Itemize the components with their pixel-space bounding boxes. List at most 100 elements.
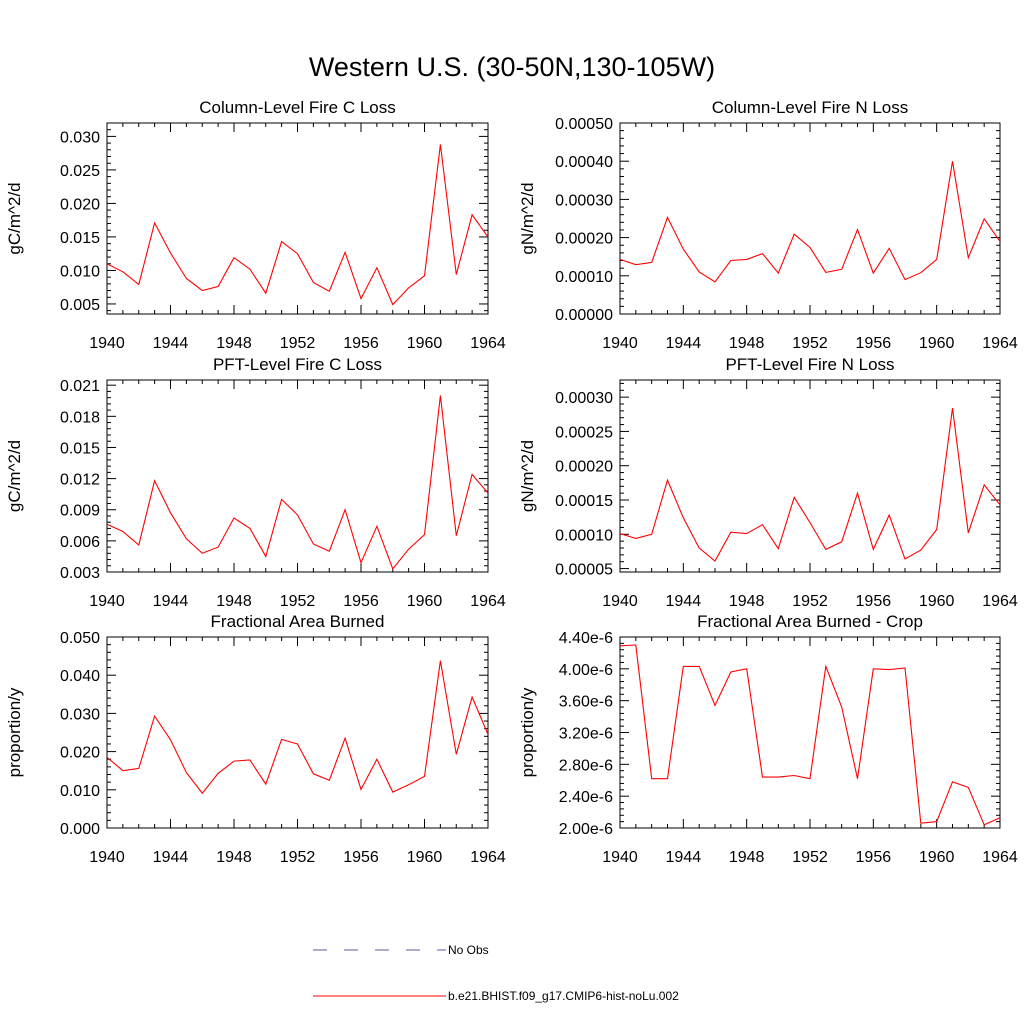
- panel-5-ytick-label: 0.000: [60, 821, 100, 838]
- panel-4-ytick-label: 0.00020: [555, 459, 613, 476]
- legend: No Obs b.e21.BHIST.f09_g17.CMIP6-hist-no…: [313, 943, 679, 1003]
- panel-5-ytick-label: 0.030: [60, 706, 100, 723]
- panel-4-ytick-label: 0.00010: [555, 527, 613, 544]
- panel-6-xtick-label: 1956: [856, 849, 892, 866]
- panel-3-ytick-label: 0.021: [60, 378, 100, 395]
- panel-6-ytick-label: 3.60e-6: [559, 694, 613, 711]
- panel-4-ytick-label: 0.00005: [555, 562, 613, 579]
- panel-6-ytick-label: 3.20e-6: [559, 726, 613, 743]
- panel-1-xtick-label: 1956: [343, 335, 379, 352]
- panel-4-series-line: [619, 408, 1001, 562]
- panel-2-xtick-label: 1960: [919, 335, 955, 352]
- panel-6-xtick-label: 1952: [792, 849, 828, 866]
- chart-panels: Column-Level Fire C Loss gC/m^2/d 1940 1944…: [5, 98, 1018, 866]
- panel-4-xtick-label: 1944: [666, 593, 702, 610]
- panel-3-xtick-label: 1960: [407, 593, 443, 610]
- panel-6-ytick-label: 2.40e-6: [559, 789, 613, 806]
- panel-6-ytick-label: 2.80e-6: [559, 757, 613, 774]
- panel-3-title: PFT-Level Fire C Loss: [213, 355, 382, 374]
- panel-4-ytick-label: 0.00015: [555, 493, 613, 510]
- panel-5-xtick-label: 1960: [407, 849, 443, 866]
- panel-5-xtick-label: 1940: [89, 849, 125, 866]
- panel-5-ylabel: proportion/y: [5, 687, 24, 777]
- panel-5-title: Fractional Area Burned: [211, 612, 385, 631]
- panel-4-xtick-label: 1948: [729, 593, 765, 610]
- panel-6-ytick-label: 2.00e-6: [559, 821, 613, 838]
- panel-2-ytick-label: 0.00010: [555, 269, 613, 286]
- panel-3-ytick-label: 0.018: [60, 409, 100, 426]
- panel-5-ytick-label: 0.050: [60, 630, 100, 647]
- panel-2-xtick-label: 1956: [856, 335, 892, 352]
- panel-4-ylabel: gN/m^2/d: [518, 440, 537, 512]
- panel-6-ytick-label: 4.00e-6: [559, 662, 613, 679]
- panel-5-ytick-label: 0.010: [60, 783, 100, 800]
- panel-4-frame: [619, 379, 1001, 573]
- panel-4-title: PFT-Level Fire N Loss: [725, 355, 894, 374]
- panel-5-xtick-label: 1944: [153, 849, 189, 866]
- panel-5-series-line: [106, 660, 489, 795]
- panel-6-series-line: [619, 644, 1001, 826]
- panel-3-xtick-label: 1964: [470, 593, 506, 610]
- panel-1-ytick-label: 0.015: [60, 230, 100, 247]
- panel-4-pft-level-fire-n-loss: PFT-Level Fire N Loss gN/m^2/d 1940 1944 194…: [518, 355, 1018, 610]
- figure-title: Western U.S. (30-50N,130-105W): [309, 52, 715, 82]
- panel-6-ylabel: proportion/y: [518, 687, 537, 777]
- panel-6-fractional-area-burned-crop: Fractional Area Burned - Crop proportion/…: [518, 612, 1018, 866]
- panel-5-xtick-label: 1964: [470, 849, 506, 866]
- panel-4-xtick-label: 1940: [602, 593, 638, 610]
- panel-2-xtick-label: 1952: [792, 335, 828, 352]
- panel-4-xtick-label: 1960: [919, 593, 955, 610]
- panel-2-ylabel: gN/m^2/d: [518, 182, 537, 254]
- panel-5-ytick-label: 0.020: [60, 745, 100, 762]
- panel-1-ytick-label: 0.030: [60, 129, 100, 146]
- panel-3-ytick-label: 0.006: [60, 534, 100, 551]
- panel-2-ytick-label: 0.00040: [555, 154, 613, 171]
- panel-2-ytick-label: 0.00050: [555, 116, 613, 133]
- panel-3-series-line: [106, 395, 489, 570]
- panel-1-xtick-label: 1960: [407, 335, 443, 352]
- panel-2-column-level-fire-n-loss: Column-Level Fire N Loss gN/m^2/d 1940 1944…: [518, 98, 1018, 352]
- panel-2-xtick-label: 1964: [982, 335, 1018, 352]
- panel-3-ytick-label: 0.015: [60, 440, 100, 457]
- panel-4-ytick-label: 0.00030: [555, 390, 613, 407]
- panel-6-xtick-label: 1940: [602, 849, 638, 866]
- panel-6-xtick-label: 1948: [729, 849, 765, 866]
- panel-1-series-line: [106, 144, 489, 306]
- panel-3-xtick-label: 1944: [153, 593, 189, 610]
- panel-5-xtick-label: 1952: [280, 849, 316, 866]
- panel-1-ytick-label: 0.025: [60, 163, 100, 180]
- panel-1-ytick-label: 0.010: [60, 263, 100, 280]
- panel-1-frame: [106, 122, 489, 315]
- panel-1-xtick-label: 1952: [280, 335, 316, 352]
- legend-model-label: b.e21.BHIST.f09_g17.CMIP6-hist-noLu.002: [448, 989, 679, 1003]
- panel-2-title: Column-Level Fire N Loss: [712, 98, 909, 117]
- panel-2-ytick-label: 0.00020: [555, 231, 613, 248]
- legend-obs-label: No Obs: [448, 943, 489, 957]
- panel-1-xtick-label: 1948: [216, 335, 252, 352]
- panel-2-ytick-label: 0.00000: [555, 307, 613, 324]
- panel-1-ytick-label: 0.020: [60, 196, 100, 213]
- panel-6-frame: [619, 636, 1001, 829]
- panel-5-xtick-label: 1956: [343, 849, 379, 866]
- panel-2-xtick-label: 1948: [729, 335, 765, 352]
- panel-6-ytick-label: 4.40e-6: [559, 630, 613, 647]
- panel-3-xtick-label: 1956: [343, 593, 379, 610]
- panel-3-xtick-label: 1952: [280, 593, 316, 610]
- panel-1-xtick-label: 1964: [470, 335, 506, 352]
- panel-1-ylabel: gC/m^2/d: [5, 182, 24, 254]
- panel-3-xtick-label: 1940: [89, 593, 125, 610]
- panel-5-xtick-label: 1948: [216, 849, 252, 866]
- panel-6-xtick-label: 1944: [666, 849, 702, 866]
- panel-1-title: Column-Level Fire C Loss: [199, 98, 396, 117]
- panel-4-xtick-label: 1964: [982, 593, 1018, 610]
- panel-1-ytick-label: 0.005: [60, 297, 100, 314]
- panel-3-ytick-label: 0.012: [60, 472, 100, 489]
- panel-5-ytick-label: 0.040: [60, 668, 100, 685]
- panel-6-title: Fractional Area Burned - Crop: [697, 612, 923, 631]
- panel-3-ytick-label: 0.003: [60, 565, 100, 582]
- panel-4-ytick-label: 0.00025: [555, 424, 613, 441]
- panel-2-series-line: [619, 161, 1001, 283]
- panel-3-xtick-label: 1948: [216, 593, 252, 610]
- panel-3-ylabel: gC/m^2/d: [5, 440, 24, 512]
